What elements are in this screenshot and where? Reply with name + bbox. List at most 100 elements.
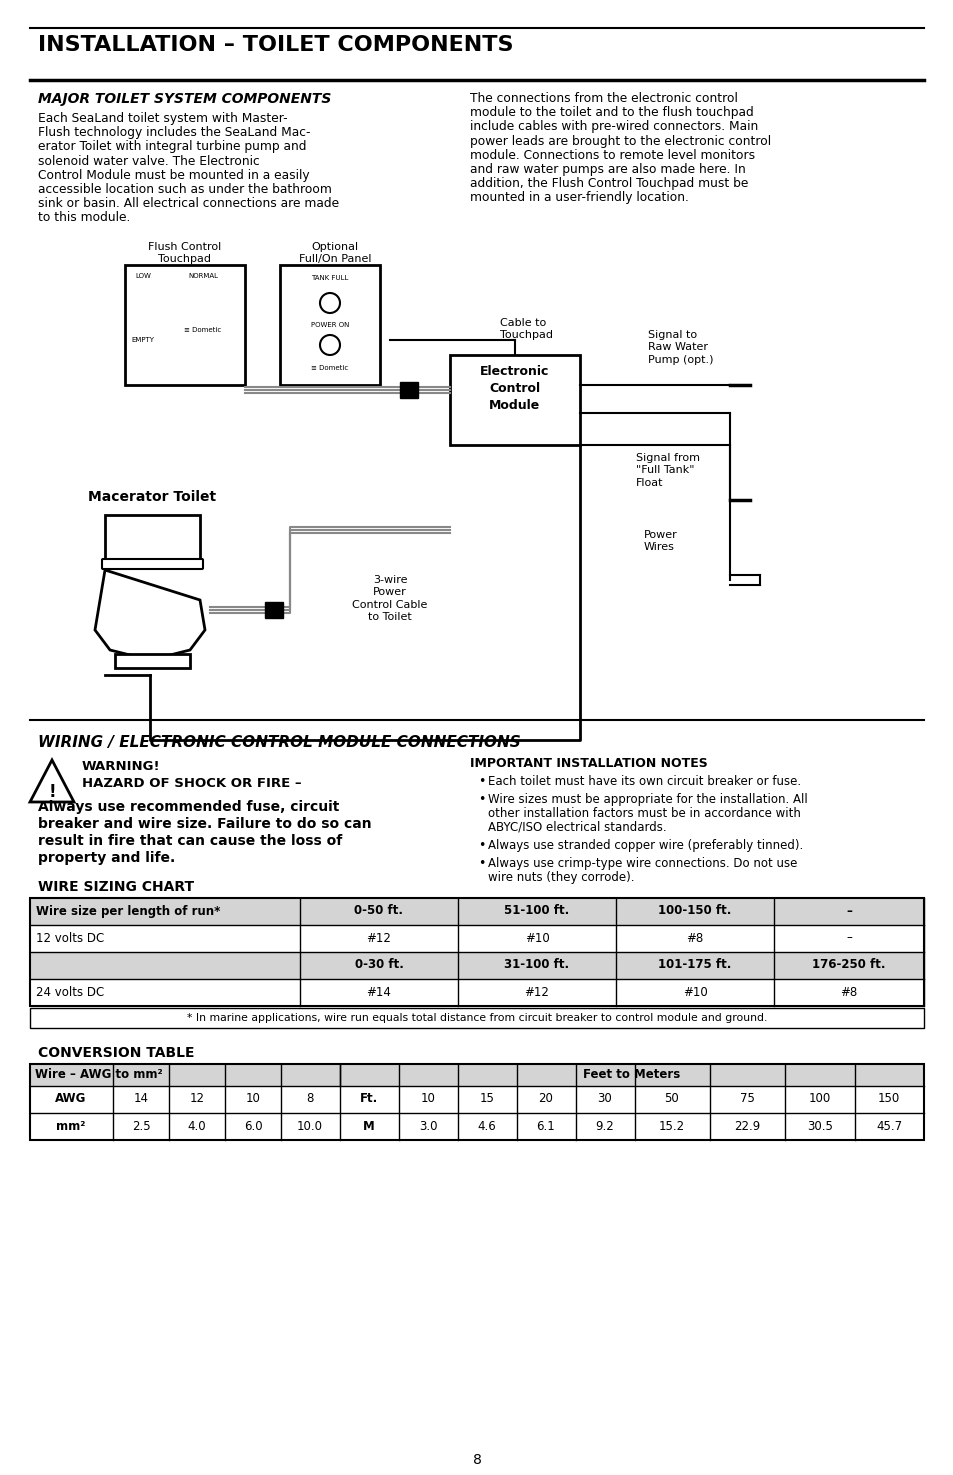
Text: accessible location such as under the bathroom: accessible location such as under the ba… bbox=[38, 183, 332, 196]
Text: ≡ Dometic: ≡ Dometic bbox=[311, 364, 348, 372]
Text: EMPTY: EMPTY bbox=[132, 336, 154, 344]
Text: to this module.: to this module. bbox=[38, 211, 131, 224]
Text: 8: 8 bbox=[472, 1453, 481, 1468]
Bar bbox=[30, 925, 923, 951]
Text: property and life.: property and life. bbox=[38, 851, 175, 864]
Text: AWG: AWG bbox=[55, 1093, 87, 1105]
Bar bbox=[30, 979, 923, 1006]
Text: 30.5: 30.5 bbox=[806, 1120, 832, 1133]
Text: WIRING / ELECTRONIC CONTROL MODULE CONNECTIONS: WIRING / ELECTRONIC CONTROL MODULE CONNE… bbox=[38, 735, 520, 749]
Text: Cable to
Touchpad: Cable to Touchpad bbox=[499, 319, 553, 341]
Text: Signal from
"Full Tank"
Float: Signal from "Full Tank" Float bbox=[636, 453, 700, 488]
Bar bbox=[30, 1114, 923, 1140]
Text: Always use crimp-type wire connections. Do not use: Always use crimp-type wire connections. … bbox=[488, 857, 797, 870]
Text: 6.0: 6.0 bbox=[243, 1120, 262, 1133]
FancyBboxPatch shape bbox=[102, 559, 203, 569]
Text: 8: 8 bbox=[306, 1093, 314, 1105]
Polygon shape bbox=[30, 760, 74, 802]
Bar bbox=[30, 1063, 923, 1140]
Text: 45.7: 45.7 bbox=[875, 1120, 902, 1133]
Text: 50: 50 bbox=[664, 1093, 679, 1105]
Text: 75: 75 bbox=[739, 1093, 754, 1105]
Circle shape bbox=[319, 294, 339, 313]
Text: Each toilet must have its own circuit breaker or fuse.: Each toilet must have its own circuit br… bbox=[488, 774, 801, 788]
Text: 24 volts DC: 24 volts DC bbox=[36, 985, 104, 999]
Text: 101-175 ft.: 101-175 ft. bbox=[658, 959, 731, 972]
Text: other installation factors must be in accordance with: other installation factors must be in ac… bbox=[488, 807, 800, 820]
Text: 6.1: 6.1 bbox=[536, 1120, 555, 1133]
FancyBboxPatch shape bbox=[185, 283, 216, 317]
Text: #10: #10 bbox=[524, 932, 549, 944]
Text: ABYC/ISO electrical standards.: ABYC/ISO electrical standards. bbox=[488, 820, 666, 833]
Text: solenoid water valve. The Electronic: solenoid water valve. The Electronic bbox=[38, 155, 259, 168]
Text: IMPORTANT INSTALLATION NOTES: IMPORTANT INSTALLATION NOTES bbox=[470, 757, 707, 770]
Text: 4.0: 4.0 bbox=[188, 1120, 206, 1133]
Text: 0-30 ft.: 0-30 ft. bbox=[355, 959, 403, 972]
Text: Power
Wires: Power Wires bbox=[643, 530, 677, 553]
Text: 0-50 ft.: 0-50 ft. bbox=[355, 904, 403, 917]
Text: •: • bbox=[477, 839, 485, 853]
Text: breaker and wire size. Failure to do so can: breaker and wire size. Failure to do so … bbox=[38, 817, 372, 830]
Text: module to the toilet and to the flush touchpad: module to the toilet and to the flush to… bbox=[470, 106, 753, 119]
Text: 4.6: 4.6 bbox=[477, 1120, 496, 1133]
Text: Optional
Full/On Panel: Optional Full/On Panel bbox=[298, 242, 371, 264]
Bar bbox=[105, 515, 200, 565]
Text: #12: #12 bbox=[524, 985, 549, 999]
Text: and raw water pumps are also made here. In: and raw water pumps are also made here. … bbox=[470, 164, 745, 176]
Text: 150: 150 bbox=[877, 1093, 900, 1105]
Text: POWER ON: POWER ON bbox=[311, 322, 349, 327]
Text: WIRE SIZING CHART: WIRE SIZING CHART bbox=[38, 881, 193, 894]
Text: •: • bbox=[477, 794, 485, 807]
Text: 10: 10 bbox=[420, 1093, 435, 1105]
Text: ≡ Dometic: ≡ Dometic bbox=[184, 327, 221, 333]
Text: The connections from the electronic control: The connections from the electronic cont… bbox=[470, 91, 737, 105]
Text: sink or basin. All electrical connections are made: sink or basin. All electrical connection… bbox=[38, 198, 338, 211]
Text: wire nuts (they corrode).: wire nuts (they corrode). bbox=[488, 872, 634, 884]
Text: 10: 10 bbox=[245, 1093, 260, 1105]
Text: Always use recommended fuse, circuit: Always use recommended fuse, circuit bbox=[38, 799, 339, 814]
Text: LOW: LOW bbox=[135, 273, 151, 279]
Text: #8: #8 bbox=[840, 985, 857, 999]
Text: Signal to
Raw Water
Pump (opt.): Signal to Raw Water Pump (opt.) bbox=[647, 330, 713, 364]
Text: result in fire that can cause the loss of: result in fire that can cause the loss o… bbox=[38, 833, 342, 848]
FancyBboxPatch shape bbox=[128, 283, 160, 317]
Text: 51-100 ft.: 51-100 ft. bbox=[504, 904, 569, 917]
Text: NORMAL: NORMAL bbox=[188, 273, 218, 279]
Text: power leads are brought to the electronic control: power leads are brought to the electroni… bbox=[470, 134, 770, 148]
Text: #12: #12 bbox=[366, 932, 391, 944]
Text: 176-250 ft.: 176-250 ft. bbox=[811, 959, 884, 972]
Bar bbox=[399, 382, 417, 398]
Text: Ft.: Ft. bbox=[359, 1093, 377, 1105]
Text: erator Toilet with integral turbine pump and: erator Toilet with integral turbine pump… bbox=[38, 140, 306, 153]
Bar bbox=[280, 266, 379, 385]
Text: TANK FULL: TANK FULL bbox=[311, 274, 349, 282]
Text: –: – bbox=[845, 932, 851, 944]
Text: –: – bbox=[845, 904, 851, 917]
FancyBboxPatch shape bbox=[128, 341, 160, 367]
Text: #10: #10 bbox=[682, 985, 706, 999]
Text: 15: 15 bbox=[479, 1093, 494, 1105]
Text: module. Connections to remote level monitors: module. Connections to remote level moni… bbox=[470, 149, 755, 162]
PathPatch shape bbox=[95, 569, 205, 659]
Text: 100-150 ft.: 100-150 ft. bbox=[658, 904, 731, 917]
Text: Electronic
Control
Module: Electronic Control Module bbox=[479, 364, 549, 412]
Text: 100: 100 bbox=[808, 1093, 830, 1105]
Text: Each SeaLand toilet system with Master-: Each SeaLand toilet system with Master- bbox=[38, 112, 287, 125]
Text: •: • bbox=[477, 774, 485, 788]
Text: #14: #14 bbox=[366, 985, 391, 999]
Text: INSTALLATION – TOILET COMPONENTS: INSTALLATION – TOILET COMPONENTS bbox=[38, 35, 513, 55]
Text: 10.0: 10.0 bbox=[296, 1120, 323, 1133]
Text: CONVERSION TABLE: CONVERSION TABLE bbox=[38, 1046, 194, 1061]
Text: Flush technology includes the SeaLand Mac-: Flush technology includes the SeaLand Ma… bbox=[38, 127, 310, 139]
Text: addition, the Flush Control Touchpad must be: addition, the Flush Control Touchpad mus… bbox=[470, 177, 747, 190]
Bar bbox=[450, 355, 579, 445]
Bar bbox=[30, 898, 923, 1006]
Text: HAZARD OF SHOCK OR FIRE –: HAZARD OF SHOCK OR FIRE – bbox=[82, 777, 301, 791]
Text: 22.9: 22.9 bbox=[733, 1120, 760, 1133]
Text: Flush Control
Touchpad: Flush Control Touchpad bbox=[149, 242, 221, 264]
Text: Wire size per length of run*: Wire size per length of run* bbox=[36, 904, 220, 917]
Bar bbox=[30, 898, 923, 925]
Text: mounted in a user-friendly location.: mounted in a user-friendly location. bbox=[470, 192, 688, 205]
Text: MAJOR TOILET SYSTEM COMPONENTS: MAJOR TOILET SYSTEM COMPONENTS bbox=[38, 91, 331, 106]
Text: WARNING!: WARNING! bbox=[82, 760, 160, 773]
